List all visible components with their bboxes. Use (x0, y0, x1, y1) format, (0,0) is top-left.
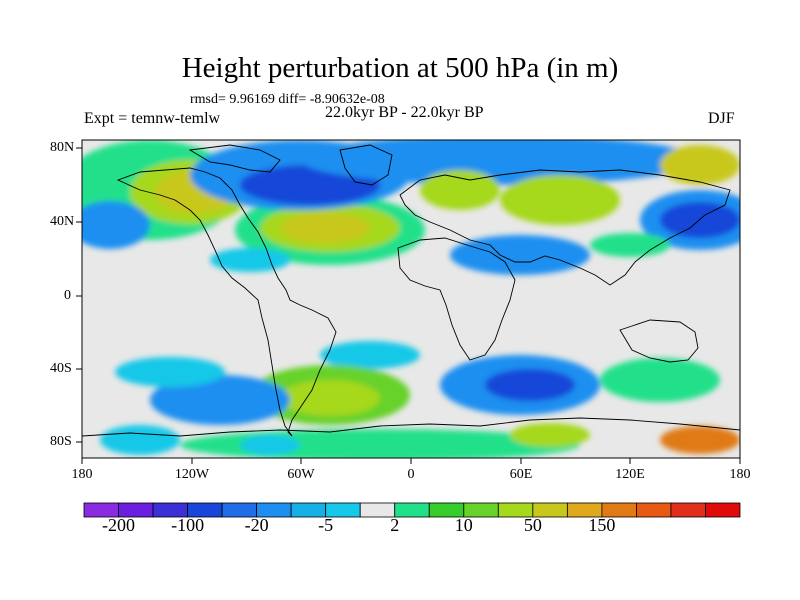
colorbar-swatch (705, 502, 741, 518)
season-label: DJF (708, 110, 735, 127)
field-shading (82, 140, 740, 458)
lon-label-120w: 120W (174, 467, 210, 482)
region-weakpositive-tasman (600, 358, 720, 402)
colorbar-label: -5 (318, 515, 334, 535)
region-negative-westpacific (82, 201, 150, 249)
colorbar (83, 502, 741, 518)
lon-label-120e: 120E (615, 467, 645, 482)
coast-africa (397, 237, 516, 361)
axis-ticks (76, 147, 741, 464)
region-strongpositive-antarctic (660, 426, 740, 454)
colorbar-swatch (670, 502, 706, 518)
region-weaknegative-spacific (115, 357, 225, 387)
colorbar-label: -100 (171, 515, 205, 535)
region-weaknegative-antarctic (100, 425, 180, 455)
lat-label-0: 0 (64, 288, 71, 303)
coast-greenland (339, 144, 393, 186)
lon-label-180e: 180 (729, 467, 751, 482)
lon-label-60w: 60W (287, 467, 315, 482)
region-negative-subtropics (450, 235, 590, 275)
lat-label-80s: 80S (50, 434, 72, 449)
colorbar-label: 150 (588, 515, 616, 535)
coast-eurasia (399, 169, 731, 286)
lon-label-0: 0 (407, 467, 415, 482)
region-negative-spacific (150, 375, 290, 425)
region-positive-atlantic-core (280, 213, 370, 243)
colorbar-label: 10 (454, 515, 473, 535)
region-positive-europe (420, 170, 500, 210)
plot-title: Height perturbation at 500 hPa (in m) (181, 52, 619, 84)
lon-label-180w: 180 (71, 467, 93, 482)
lat-label-40s: 40S (50, 361, 72, 376)
region-negative-eastpacific (660, 202, 740, 238)
coast-americas (116, 167, 337, 437)
coast-arctic-islands (188, 144, 281, 173)
period-label: 22.0kyr BP - 22.0kyr BP (325, 104, 484, 121)
stats-line: rmsd= 9.96169 diff= -8.90632e-08 (190, 92, 385, 107)
colorbar-label: 50 (523, 515, 542, 535)
colorbar-swatch (636, 502, 672, 518)
lon-label-60e: 60E (509, 467, 533, 482)
colorbar-label: -20 (244, 515, 269, 535)
colorbar-swatch (394, 502, 430, 518)
colorbar-label: -200 (102, 515, 136, 535)
region-positive-beringia (660, 145, 740, 185)
lat-label-40n: 40N (50, 214, 75, 229)
region-negative-polar (300, 140, 700, 185)
region-positive-antarctic (510, 423, 590, 447)
region-weaknegative-weddell (240, 435, 300, 455)
coast-antarctica (82, 417, 740, 437)
region-positive-patagonia (280, 380, 380, 416)
region-positive-asia (500, 175, 620, 225)
region-negative-indian (485, 369, 575, 401)
lat-label-80n: 80N (50, 140, 75, 155)
coastlines (82, 144, 740, 437)
experiment-label: Expt = temnw-temlw (84, 110, 221, 127)
region-weaknegative-atlantic (210, 248, 290, 272)
region-weakpositive-asia (590, 233, 670, 257)
colorbar-label: 2 (390, 515, 400, 535)
coast-australia (619, 319, 699, 363)
region-weaknegative-satlantic (320, 341, 420, 369)
